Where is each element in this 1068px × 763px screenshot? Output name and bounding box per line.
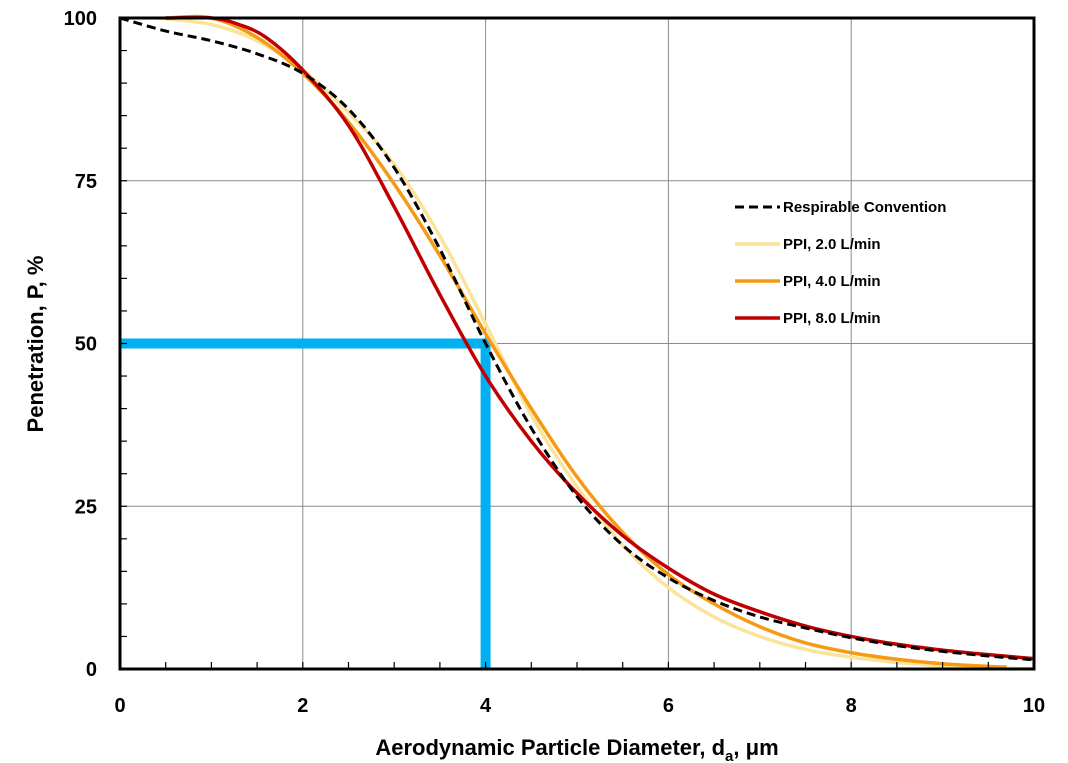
series-line (165, 15, 1035, 661)
legend: Respirable Convention PPI, 2.0 L/min PPI, … (735, 199, 946, 327)
y-tick-label: 0 (86, 659, 97, 681)
x-tick-label: 2 (297, 695, 308, 717)
x-tick-label: 4 (480, 695, 492, 717)
series-line (119, 16, 1035, 662)
legend-label: PPI, 8.0 L/min (783, 310, 881, 327)
y-tick-label: 50 (75, 334, 97, 356)
x-axis-title-subscript: a (725, 748, 734, 763)
ticks (119, 17, 1035, 670)
series-layer (119, 14, 1035, 671)
legend-label: Respirable Convention (783, 199, 946, 216)
y-axis-title: Penetration, P, % (23, 256, 48, 433)
x-axis-title-unit: , μm (733, 735, 778, 760)
series-line (156, 16, 1035, 671)
x-tick-label: 10 (1023, 695, 1045, 717)
x-tick-label: 8 (846, 695, 857, 717)
x-axis-title: Aerodynamic Particle Diameter, da, μm (375, 735, 778, 763)
x-tick-label: 6 (663, 695, 674, 717)
legend-label: PPI, 2.0 L/min (783, 236, 881, 253)
y-tick-label: 25 (75, 496, 97, 518)
legend-label: PPI, 4.0 L/min (783, 273, 881, 290)
x-axis-title-main: Aerodynamic Particle Diameter, d (375, 735, 725, 760)
y-tick-label: 100 (64, 8, 97, 30)
x-tick-label: 0 (114, 695, 125, 717)
y-tick-label: 75 (75, 171, 97, 193)
